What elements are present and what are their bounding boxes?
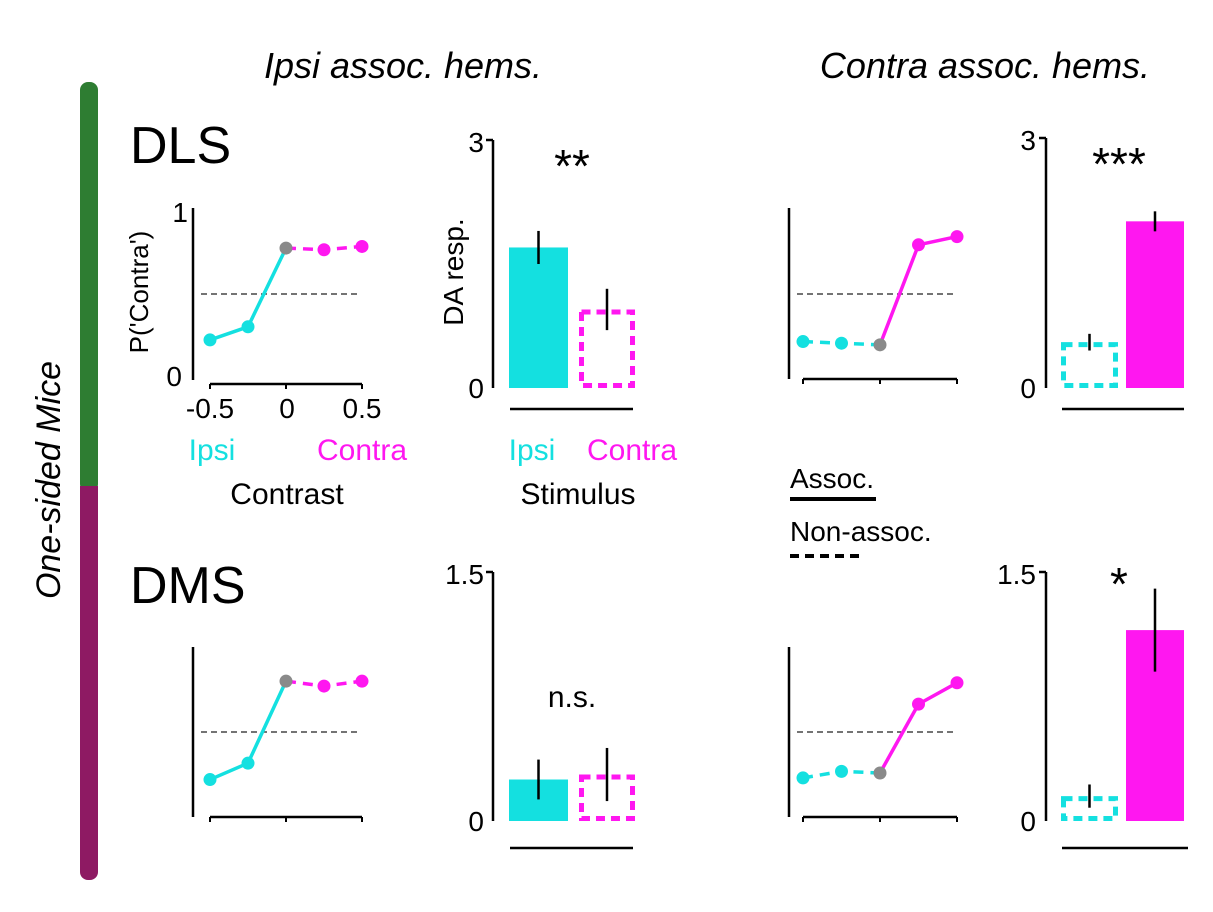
dms-contra-psych-contra-line [878, 681, 958, 774]
dms-ipsi-bar-ytick-label-top: 1.5 [445, 559, 484, 590]
psych-ylabel: P('Contra') [124, 231, 154, 354]
dms-ipsi-psych-point-1 [241, 756, 255, 770]
dls-ipsi-bar-bar-ipsi [509, 247, 568, 388]
dls-ipsi-bar-bar-contra [579, 309, 635, 389]
row-label-dls: DLS [130, 117, 231, 175]
psych-ytick-bottom: 0 [166, 361, 182, 392]
side-bar-green [80, 82, 98, 492]
column-title-ipsi: Ipsi assoc. hems. [264, 45, 542, 86]
legend-label-nonassoc: Non-assoc. [790, 516, 932, 547]
dms-ipsi-psych-point-2 [279, 674, 293, 688]
dls-contra-psych-contra-line [878, 234, 958, 346]
chart-marks: 3 0 ** 3 0 *** 1.5 0 n.s. 1.5 0 * [191, 125, 1188, 850]
dls-contra-bar-ytick-label-top: 3 [1020, 125, 1036, 156]
dms-contra-bar-ytick-label-bottom: 0 [1020, 806, 1036, 837]
dls-contra-psych-point-1 [835, 336, 848, 350]
dms-ipsi-psych-point-3 [317, 679, 331, 693]
legend: Assoc. Non-assoc. [790, 463, 932, 558]
psych-ytick-top: 1 [172, 197, 188, 228]
side-label: One-sided Mice [30, 361, 68, 599]
dms-ipsi-psych-point-4 [355, 674, 369, 688]
dms-contra-psych-point-3 [912, 697, 925, 711]
dls-contra-psych-point-2 [873, 338, 887, 352]
dls-contra-bar-significance: *** [1092, 138, 1146, 190]
dms-contra-psych-point-4 [950, 676, 964, 690]
bar-xlabel: Stimulus [520, 478, 635, 511]
bar-cat-ipsi: Ipsi [509, 434, 556, 467]
dls-ipsi-psych-point-0 [203, 333, 217, 347]
row-label-dms: DMS [130, 557, 246, 615]
dls-ipsi-psych-point-3 [317, 243, 331, 257]
dms-ipsi-bar-significance: n.s. [548, 681, 596, 714]
psych-xside-ipsi: Ipsi [189, 434, 236, 467]
psych-xtick-right: 0.5 [343, 393, 382, 424]
dms-contra-psych-point-2 [873, 766, 887, 780]
legend-label-assoc: Assoc. [790, 463, 874, 494]
dls-ipsi-bar-ytick-label-top: 3 [468, 127, 484, 158]
dls-contra-psych-point-0 [796, 335, 810, 349]
dls-contra-bar-bar-ipsi [1061, 342, 1118, 388]
psych-xtick-left: -0.5 [186, 393, 234, 424]
dms-contra-bar-significance: * [1110, 558, 1128, 610]
dms-contra-bar-ytick-label-top: 1.5 [997, 559, 1036, 590]
bar-cat-contra: Contra [587, 434, 677, 467]
dls-ipsi-bar-significance: ** [554, 140, 590, 192]
column-title-contra: Contra assoc. hems. [820, 45, 1150, 86]
dls-contra-psych-point-3 [912, 238, 925, 252]
dms-contra-psych-point-0 [796, 771, 810, 785]
dls-contra-bar-bar-contra [1126, 221, 1184, 388]
dls-ipsi-psych-point-2 [279, 241, 293, 255]
dls-ipsi-psych-point-1 [241, 320, 255, 334]
bar-ylabel: DA resp. [438, 218, 469, 325]
dls-ipsi-bar-ytick-label-bottom: 0 [468, 373, 484, 404]
dms-contra-psych-point-1 [835, 764, 848, 778]
side-bar-joint [80, 486, 98, 496]
psych-xlabel: Contrast [230, 478, 344, 511]
dms-ipsi-bar-ytick-label-bottom: 0 [468, 806, 484, 837]
dls-contra-bar-ytick-label-bottom: 0 [1020, 373, 1036, 404]
dls-contra-psych-point-4 [950, 230, 964, 244]
dms-contra-bar-bar-ipsi [1061, 796, 1118, 821]
dls-ipsi-psych-point-4 [355, 239, 369, 253]
psych-xtick-mid: 0 [279, 393, 295, 424]
psych-xside-contra: Contra [317, 434, 407, 467]
dms-ipsi-psych-point-0 [203, 773, 217, 787]
side-bar-purple [80, 486, 98, 880]
